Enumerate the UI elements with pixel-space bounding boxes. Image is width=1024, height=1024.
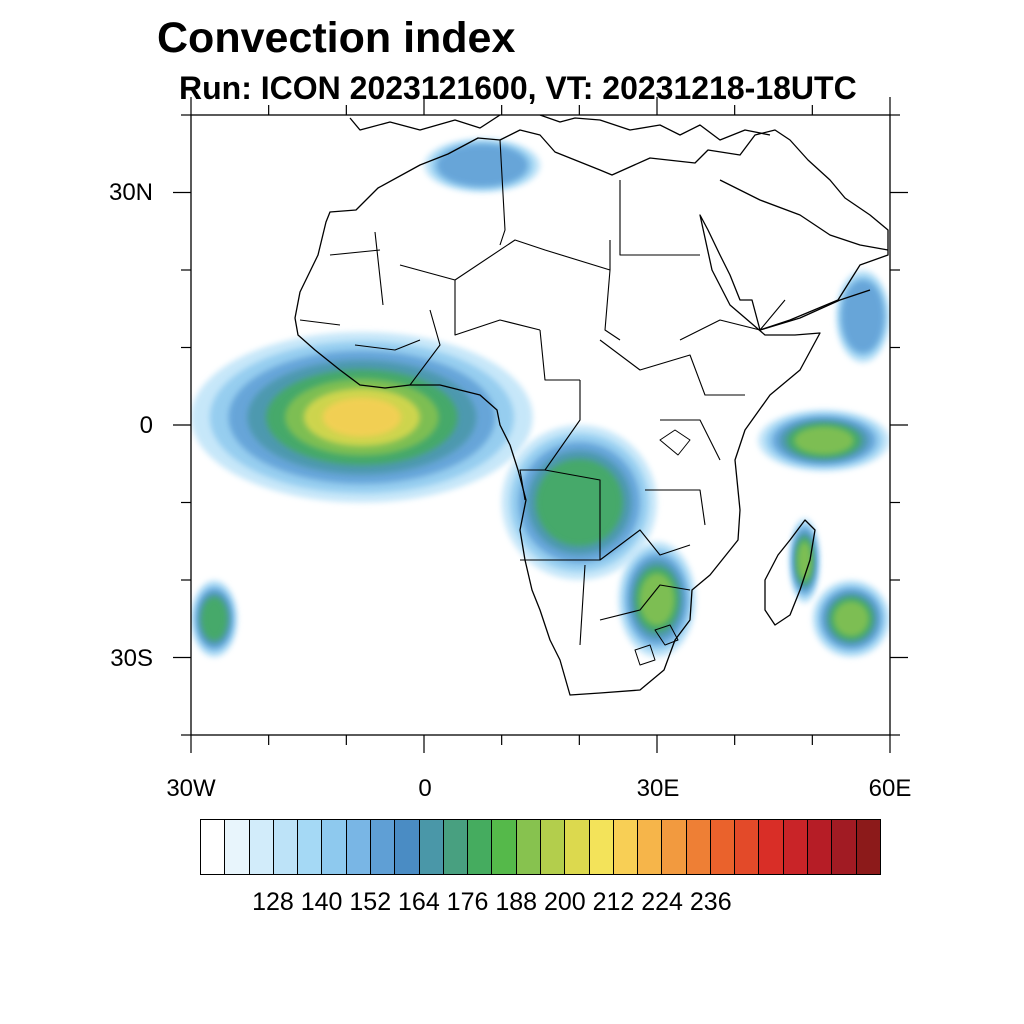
colorbar-swatch	[638, 820, 663, 874]
colorbar-label: 200	[543, 888, 586, 916]
lat-label-0: 0	[139, 412, 153, 439]
colorbar-label: 140	[300, 888, 343, 916]
lon-label-30w: 30W	[166, 775, 216, 802]
colorbar-swatch	[759, 820, 784, 874]
colorbar-swatch	[201, 820, 226, 874]
colorbar-swatch	[370, 820, 396, 874]
madagascar-coastline	[764, 519, 816, 626]
colorbar-label: 236	[689, 888, 732, 916]
lat-label-30n: 30N	[108, 179, 153, 206]
colorbar-swatch	[565, 820, 590, 874]
colorbar-swatch	[273, 820, 299, 874]
chart-subtitle: Run: ICON 2023121600, VT: 20231218-18UTC	[179, 70, 857, 106]
colorbar-swatch	[395, 820, 420, 874]
colorbar-swatch	[783, 820, 809, 874]
colorbar-label: 188	[495, 888, 538, 916]
colorbar-swatch	[735, 820, 760, 874]
lon-label-60e: 60E	[868, 775, 912, 802]
convection-contour	[436, 144, 528, 187]
coastlines-and-borders	[294, 115, 889, 696]
colorbar-swatch	[443, 820, 469, 874]
colorbar-label: 164	[398, 888, 440, 916]
convection-contour	[841, 280, 885, 353]
convection-contour	[797, 541, 812, 580]
colorbar-swatch	[540, 820, 566, 874]
axis-ticks	[173, 97, 908, 753]
colorbar-label: 152	[349, 888, 392, 916]
colorbar-swatch	[346, 820, 371, 874]
colorbar	[200, 819, 881, 875]
lake-shapes	[634, 429, 691, 666]
convection-contour	[794, 426, 854, 455]
colorbar-swatch	[225, 820, 250, 874]
colorbar-label: 212	[592, 888, 635, 916]
colorbar-swatch	[516, 820, 541, 874]
colorbar-swatch	[662, 820, 687, 874]
arabia-coastline	[719, 179, 889, 331]
convection-contour	[833, 601, 869, 637]
convection-contour	[639, 573, 675, 626]
convection-field	[191, 138, 890, 658]
convection-contour	[201, 597, 228, 641]
colorbar-swatch	[589, 820, 614, 874]
convection-contour	[322, 397, 402, 437]
colorbar-label: 176	[446, 888, 489, 916]
colorbar-swatch	[710, 820, 736, 874]
europe-coastline	[349, 115, 771, 141]
colorbar-label: 128	[252, 888, 294, 916]
colorbar-swatch	[298, 820, 323, 874]
country-borders	[299, 139, 786, 646]
chart-title: Convection index	[157, 14, 516, 62]
colorbar-swatch	[686, 820, 711, 874]
colorbar-swatch	[322, 820, 347, 874]
colorbar-swatch	[468, 820, 493, 874]
colorbar-swatch	[419, 820, 444, 874]
colorbar-swatch	[856, 820, 880, 874]
convection-contour	[535, 459, 623, 546]
lat-label-30s: 30S	[110, 645, 153, 672]
lon-label-0: 0	[418, 775, 432, 802]
colorbar-swatch	[249, 820, 274, 874]
lon-label-30e: 30E	[636, 775, 680, 802]
colorbar-swatch	[492, 820, 517, 874]
colorbar-swatch	[832, 820, 857, 874]
africa-coastline	[294, 129, 889, 696]
colorbar-swatch	[613, 820, 639, 874]
colorbar-swatch	[808, 820, 833, 874]
colorbar-label: 224	[641, 888, 683, 916]
